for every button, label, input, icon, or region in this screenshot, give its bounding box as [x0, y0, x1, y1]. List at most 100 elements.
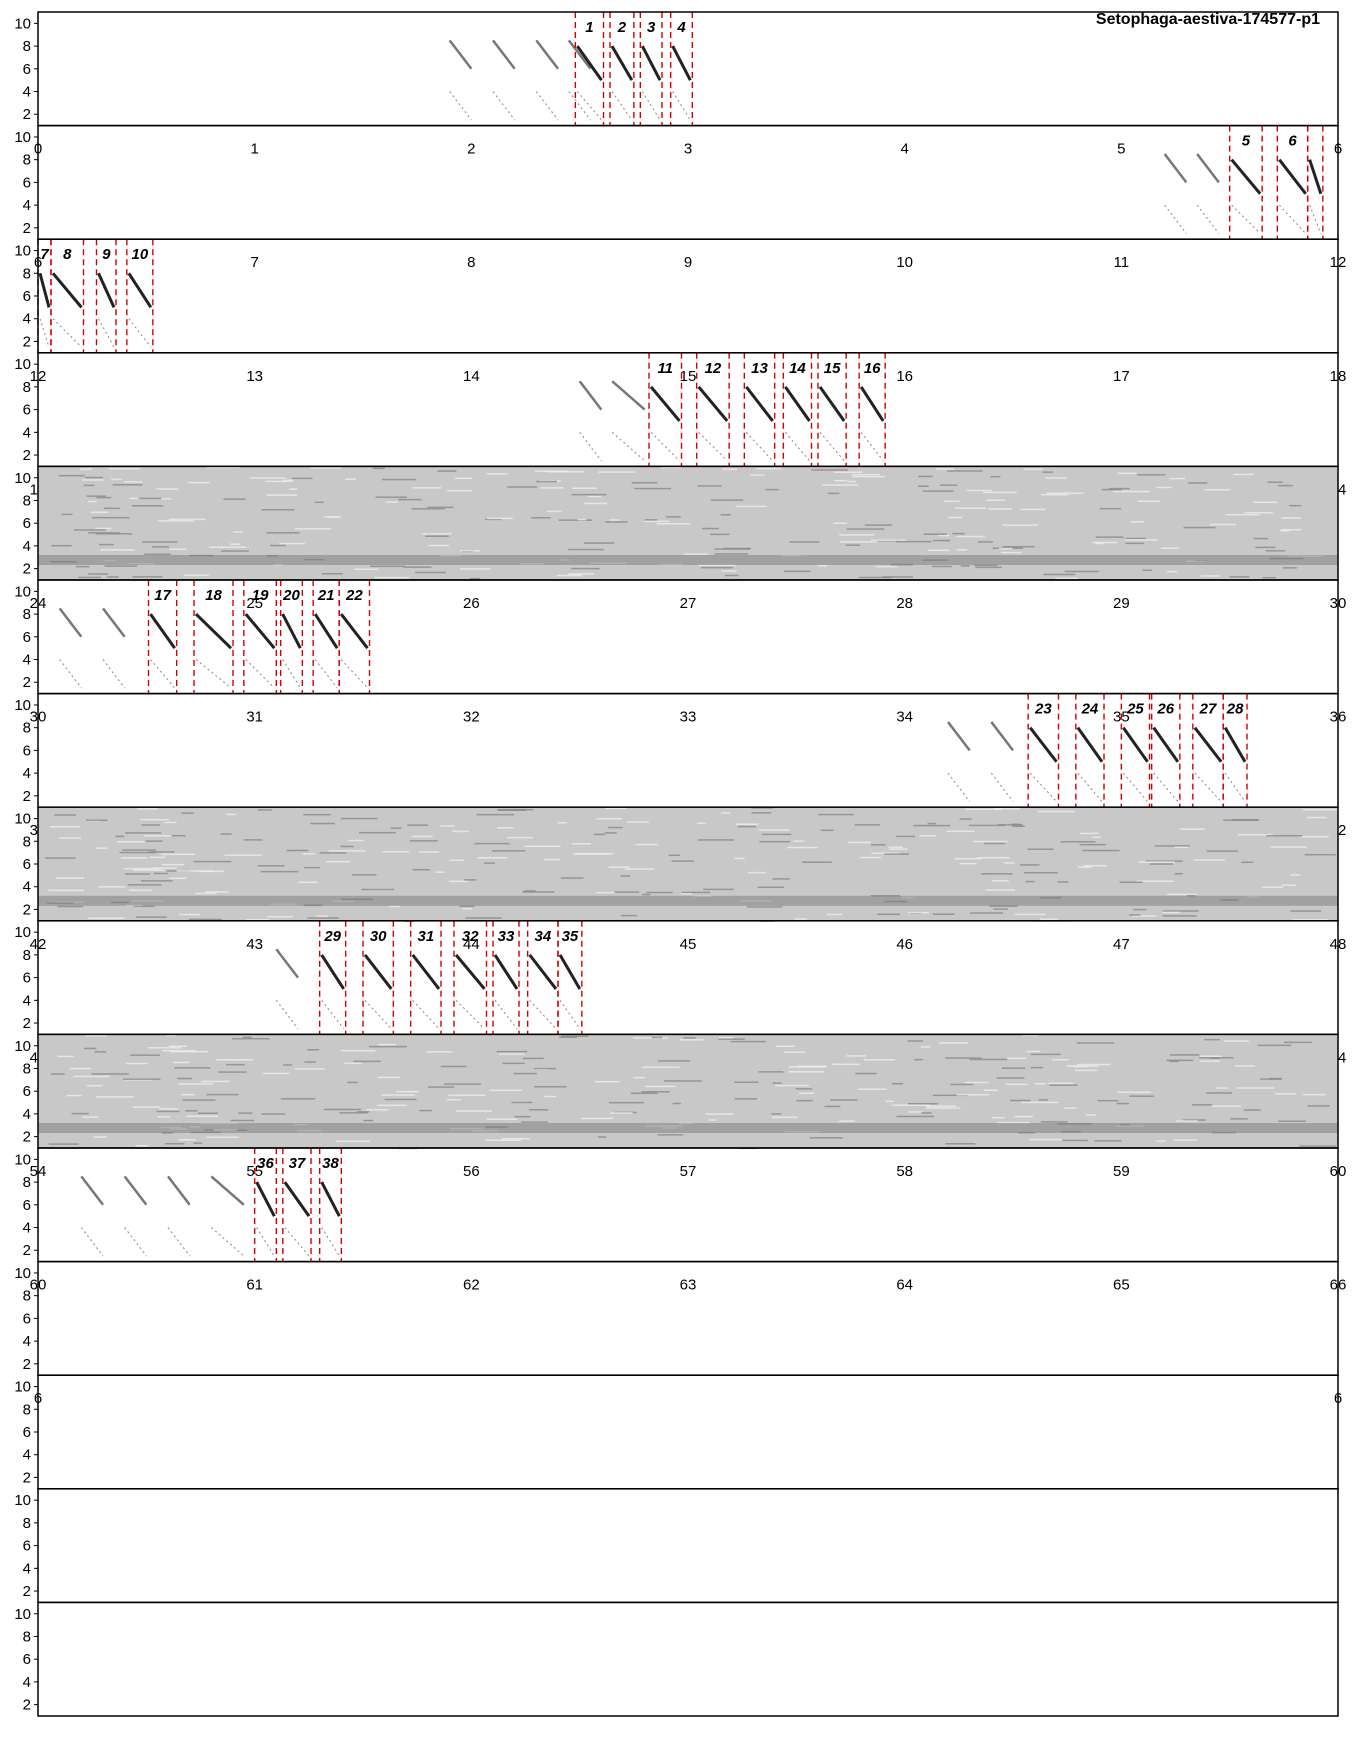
noise-streak [751, 807, 774, 809]
noise-streak [141, 880, 173, 882]
segment-trace [255, 1181, 276, 1217]
noise-streak [448, 1094, 486, 1097]
noise-streak [708, 1119, 717, 1121]
noise-streak [242, 1036, 252, 1038]
x-tick-label: 3 [684, 141, 692, 158]
noise-streak [1206, 1092, 1232, 1094]
noise-streak [1290, 874, 1301, 876]
segment-label: 37 [289, 1155, 306, 1172]
call-harmonic [210, 1227, 245, 1257]
y-tick-label: 2 [23, 1129, 31, 1146]
noise-streak [428, 1086, 455, 1088]
noise-streak [799, 1092, 815, 1095]
noise-streak [1162, 915, 1197, 917]
noise-streak [610, 1112, 633, 1114]
noise-streak [1281, 884, 1296, 886]
noise-streak [568, 548, 604, 551]
noise-streak [531, 517, 551, 519]
noise-streak [1307, 1105, 1330, 1107]
noise-streak [1262, 886, 1284, 888]
segment-label: 29 [323, 928, 341, 945]
noise-streak [1083, 864, 1107, 867]
y-tick-label: 10 [14, 129, 31, 146]
noise-streak [870, 539, 906, 541]
noise-streak [403, 566, 432, 568]
noise-streak [464, 879, 477, 881]
segment-trace [1193, 726, 1223, 763]
noise-streak [168, 518, 206, 521]
noise-streak [50, 826, 80, 828]
noise-streak [1057, 881, 1069, 883]
noise-streak [734, 1081, 759, 1083]
noise-streak [966, 489, 992, 492]
segment-label: 28 [1226, 701, 1244, 718]
noise-streak [156, 488, 179, 490]
noise-streak [335, 1140, 371, 1142]
noise-streak [908, 912, 929, 914]
noise-streak [302, 853, 315, 855]
noise-streak [257, 865, 285, 867]
noise-streak [734, 857, 745, 860]
noise-streak [927, 549, 950, 552]
noise-streak [1156, 1140, 1166, 1142]
segment-harmonic [698, 431, 728, 462]
noise-streak [889, 848, 908, 850]
noise-streak [179, 913, 201, 916]
noise-streak [609, 519, 620, 521]
noise-streak [1075, 1069, 1098, 1072]
segment-harmonic [195, 659, 232, 689]
noise-streak [1302, 808, 1339, 811]
noise-streak [185, 1110, 198, 1112]
noise-streak [412, 868, 430, 871]
noise-streak [646, 891, 673, 894]
noise-streak [125, 832, 162, 834]
segment-trace [1230, 158, 1262, 195]
noise-streak [1023, 468, 1043, 471]
noise-streak [1003, 862, 1015, 864]
noise-streak [437, 470, 457, 472]
noise-streak [1233, 473, 1255, 476]
segment-label: 10 [131, 246, 148, 263]
noise-streak [1183, 526, 1216, 529]
noise-streak [758, 829, 790, 831]
call-trace [990, 721, 1014, 752]
noise-streak [738, 825, 756, 828]
noise-streak [1209, 523, 1236, 526]
noise-streak [1169, 1054, 1200, 1056]
noise-streak [1049, 1084, 1078, 1086]
noise-streak [1292, 919, 1329, 921]
noise-streak [1160, 547, 1180, 549]
segment-trace [244, 613, 276, 650]
noise-streak [996, 1077, 1025, 1079]
noise-streak [522, 891, 555, 893]
y-tick-label: 6 [23, 742, 31, 759]
noise-streak [87, 1084, 103, 1087]
noise-streak [956, 549, 968, 551]
call-trace [80, 1175, 104, 1206]
y-tick-label: 2 [23, 1356, 31, 1373]
noise-streak [557, 822, 567, 824]
y-tick-label: 8 [23, 1401, 31, 1418]
noise-streak [174, 1067, 211, 1069]
noise-streak [347, 839, 364, 842]
noise-streak [489, 1089, 522, 1092]
segment-trace [641, 45, 662, 81]
segment-harmonic [340, 659, 368, 689]
noise-streak [581, 1117, 613, 1120]
noise-streak [123, 481, 143, 483]
noise-streak [232, 1037, 270, 1040]
noise-streak [368, 1045, 407, 1048]
x-tick-label: 4 [900, 141, 908, 158]
segment-trace [493, 954, 519, 990]
noise-streak [1281, 517, 1302, 519]
segment-harmonic [282, 659, 301, 689]
noise-streak [1012, 825, 1025, 828]
y-tick-label: 10 [14, 1606, 31, 1623]
noise-streak [378, 1043, 396, 1046]
noise-streak [48, 1143, 79, 1145]
noise-streak [1175, 1120, 1198, 1122]
noise-streak [960, 565, 970, 567]
noise-streak [419, 1109, 432, 1112]
x-tick-label: 27 [680, 595, 697, 612]
